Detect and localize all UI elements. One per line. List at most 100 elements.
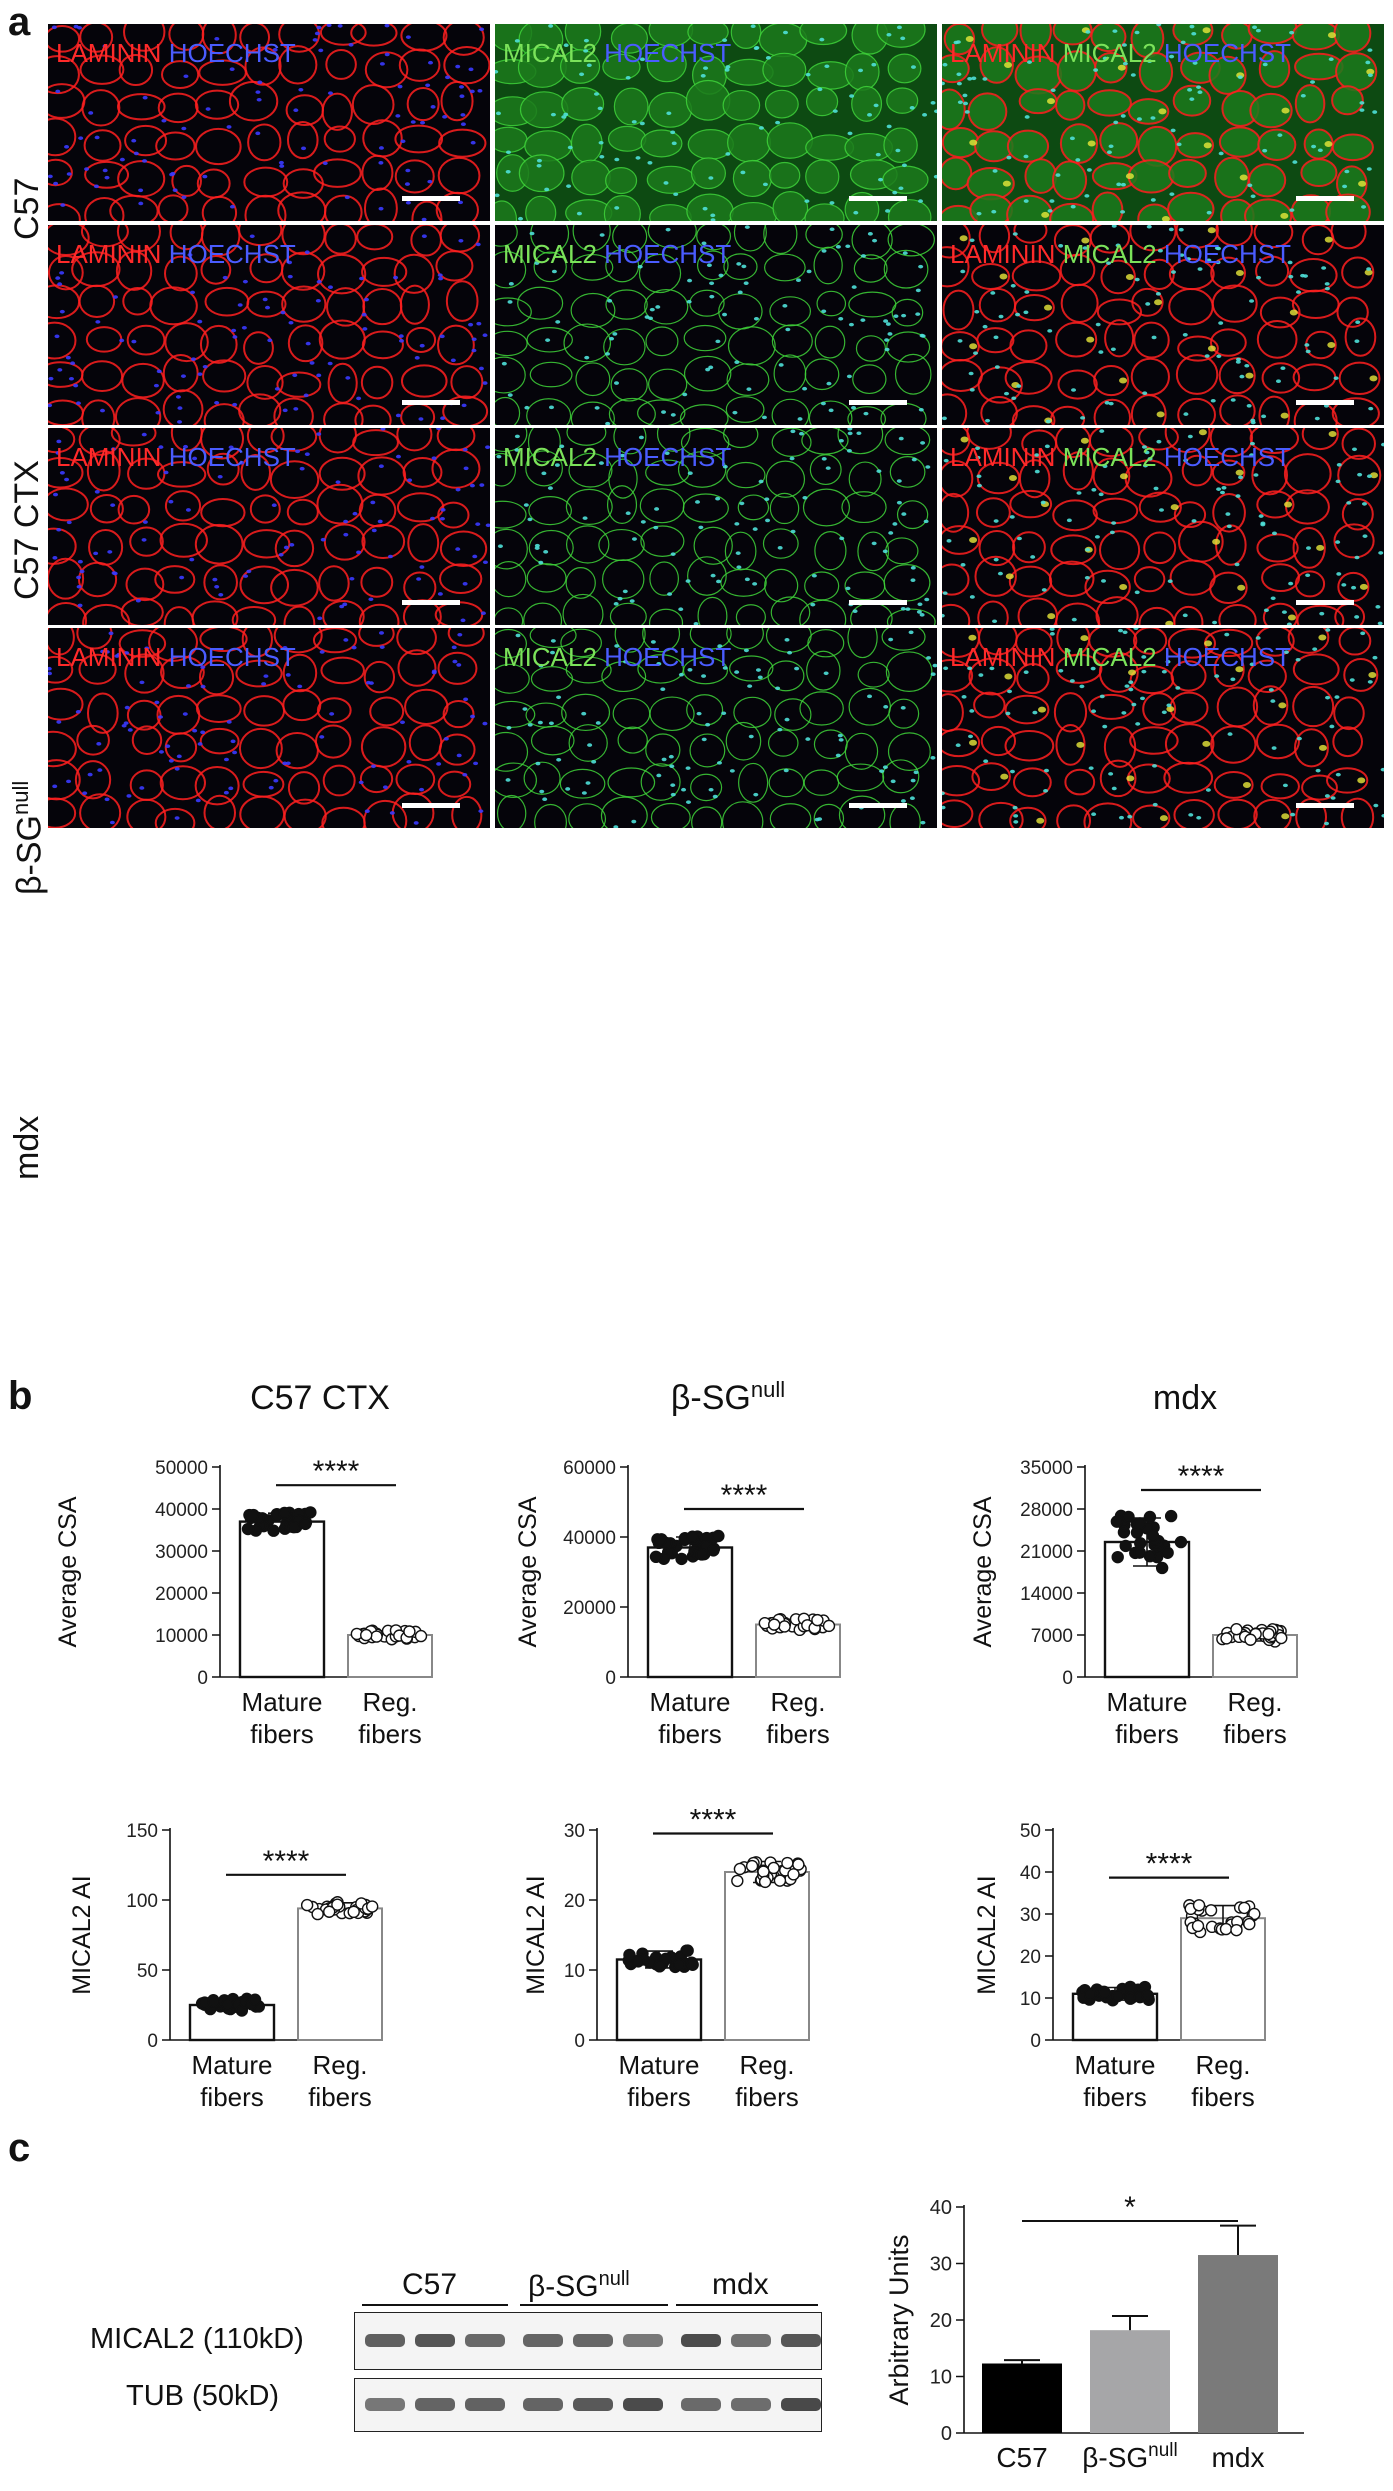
stain-label-part: MICAL2: [1055, 239, 1157, 269]
scale-bar: [402, 803, 460, 808]
y-tick-label: 30000: [155, 1542, 208, 1563]
blot-band: [681, 2398, 721, 2411]
blot-group-line-c57: [362, 2304, 508, 2306]
data-point: [278, 1506, 291, 1520]
micrograph-r2-c2: LAMININ MICAL2 HOECHST: [942, 428, 1384, 625]
data-point: [1143, 1549, 1157, 1563]
x-category-label: mdx: [1212, 2442, 1265, 2473]
x-category-label: Mature: [650, 1687, 731, 1717]
data-point: [1204, 1904, 1218, 1917]
data-point: [347, 1905, 360, 1919]
y-tick-label: 20: [930, 2310, 952, 2332]
data-point: [1220, 1632, 1233, 1645]
significance-marker: ****: [690, 1804, 737, 1837]
micrograph-r0-c1: MICAL2 HOECHST: [495, 24, 937, 221]
bar: [982, 2363, 1062, 2433]
blot-band: [523, 2334, 563, 2347]
data-point: [1124, 1980, 1137, 1994]
blot-band: [781, 2398, 821, 2411]
data-point: [1230, 1923, 1243, 1937]
row-label-c57: C57: [8, 177, 46, 240]
micrograph-r0-c2: LAMININ MICAL2 HOECHST: [942, 24, 1384, 221]
data-point: [1244, 1633, 1257, 1646]
data-point: [653, 1960, 666, 1973]
y-tick-label: 150: [126, 1821, 158, 1842]
blot-group-line-mdx: [676, 2304, 818, 2306]
data-point: [1141, 1989, 1154, 2002]
significance-marker: ****: [1146, 1848, 1193, 1881]
data-point: [221, 1998, 234, 2011]
blot-group-label-beta-sg-null: β-SGnull: [528, 2268, 630, 2303]
data-point: [712, 1529, 725, 1543]
data-point: [1219, 1922, 1233, 1936]
csa-chart-c57-ctx: C57 CTX 0 10000 20000 30000 40000 50000 Average…: [54, 1379, 433, 1749]
data-point: [1262, 1627, 1275, 1641]
blot-image-tub: [354, 2378, 822, 2432]
bar: [646, 1546, 734, 1679]
data-point: [1248, 1907, 1261, 1921]
chart-title: β-SGnull: [671, 1377, 785, 1417]
significance-marker: ****: [263, 1845, 310, 1878]
x-category-label: Reg.: [313, 2050, 368, 2080]
stain-label-part: LAMININ: [56, 442, 162, 472]
data-point: [1111, 1989, 1125, 2003]
y-tick-label: 50: [1020, 1821, 1041, 1842]
data-point: [1119, 1539, 1132, 1553]
data-point: [773, 1874, 787, 1887]
micrograph-r2-c1: MICAL2 HOECHST: [495, 428, 937, 625]
x-category-label: Reg.: [740, 2050, 795, 2080]
stain-label-part: LAMININ: [950, 442, 1056, 472]
scale-bar: [1296, 196, 1354, 201]
micrograph-stain-label: MICAL2 HOECHST: [503, 442, 731, 473]
x-category-label: fibers: [1083, 2082, 1147, 2112]
bar: [1090, 2330, 1170, 2433]
micrograph-stain-label: LAMININ MICAL2 HOECHST: [950, 442, 1291, 473]
panel-letter-c: c: [8, 2126, 31, 2170]
x-category-label: Mature: [1107, 1687, 1188, 1717]
data-point: [675, 1552, 688, 1566]
data-point: [360, 1628, 373, 1642]
data-point: [757, 1865, 770, 1878]
y-tick-label: 0: [574, 2031, 585, 2052]
stain-label-part: LAMININ: [56, 642, 162, 672]
micrograph-stain-label: LAMININ HOECHST: [56, 442, 296, 473]
data-point: [733, 1862, 747, 1876]
blot-band: [415, 2398, 455, 2411]
y-tick-label: 10: [1020, 1989, 1041, 2010]
data-point: [731, 1874, 744, 1888]
blot-group-label-mdx: mdx: [712, 2268, 769, 2301]
bar: [297, 1907, 383, 2042]
data-point: [758, 1875, 772, 1889]
stain-label-part: HOECHST: [1156, 38, 1291, 68]
y-tick-label: 28000: [1020, 1500, 1073, 1521]
scale-bar: [1296, 400, 1354, 405]
x-category-label: Reg.: [363, 1687, 418, 1717]
data-point: [781, 1856, 794, 1870]
stain-label-part: MICAL2: [503, 642, 597, 672]
stain-label-part: HOECHST: [1156, 642, 1291, 672]
y-tick-label: 30: [1020, 1905, 1041, 1926]
chart-title: C57 CTX: [250, 1379, 390, 1417]
x-category-label: Reg.: [771, 1687, 826, 1717]
y-tick-label: 50: [137, 1961, 158, 1982]
csa-chart-beta-sg-null: β-SGnull 0 20000 40000 60000 Average CSA Matur…: [514, 1377, 841, 1749]
y-tick-label: 7000: [1031, 1626, 1073, 1647]
x-category-label: Mature: [1075, 2050, 1156, 2080]
bar: [1180, 1917, 1266, 2041]
micrograph-stain-label: LAMININ MICAL2 HOECHST: [950, 239, 1291, 270]
y-axis-label: MICAL2 AI: [522, 1875, 550, 1995]
blot-band: [623, 2398, 663, 2411]
x-category-sup: null: [1148, 2440, 1178, 2461]
data-point: [1098, 1986, 1111, 1999]
stain-label-part: HOECHST: [161, 642, 296, 672]
x-category-label: Mature: [619, 2050, 700, 2080]
blot-image-mical2: [354, 2312, 822, 2370]
x-category-label: β-SGnull: [1082, 2440, 1177, 2473]
stain-label-part: HOECHST: [161, 38, 296, 68]
micrograph-r1-c1: MICAL2 HOECHST: [495, 225, 937, 425]
y-tick-label: 21000: [1020, 1542, 1073, 1563]
x-category-label: Mature: [242, 1687, 323, 1717]
blot-band: [573, 2334, 613, 2347]
data-point: [1143, 1510, 1157, 1524]
